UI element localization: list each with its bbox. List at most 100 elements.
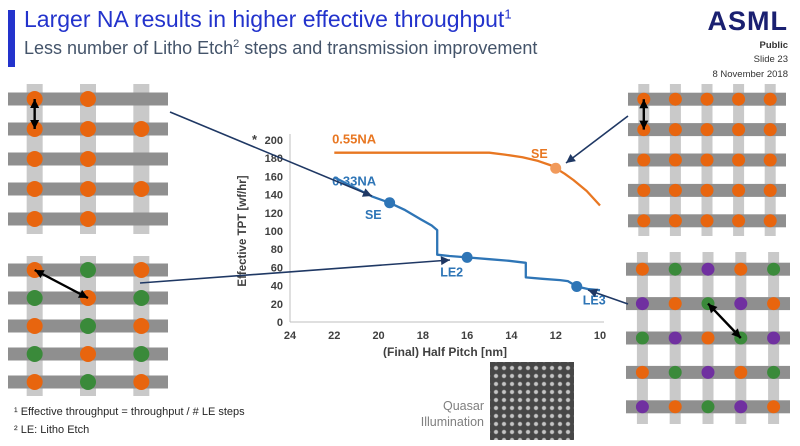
contact-dot — [637, 214, 651, 228]
contact-dot — [26, 346, 43, 362]
contact-dot — [26, 211, 43, 227]
contact-dot — [732, 123, 746, 137]
classification-label: Public — [759, 40, 788, 51]
contact-dot — [734, 400, 748, 414]
pattern-grid-bottom-right — [626, 252, 790, 424]
series-label-0.33NA: 0.33NA — [332, 174, 377, 189]
contact-dot — [701, 365, 715, 379]
x-axis-title: (Final) Half Pitch [nm] — [383, 345, 507, 358]
y-tick-label: 140 — [265, 190, 283, 202]
y-tick-label: 100 — [265, 226, 283, 238]
arrowhead — [639, 120, 649, 130]
contact-dot — [637, 153, 651, 167]
contact-dot — [668, 92, 682, 106]
pattern-grid-bottom-left — [8, 256, 168, 396]
x-tick-label: 16 — [461, 330, 473, 342]
contact-dot — [668, 262, 682, 276]
contact-dot — [732, 153, 746, 167]
marker-SE — [384, 197, 396, 209]
marker-label-SE: SE — [365, 208, 382, 222]
contact-dot — [763, 92, 777, 106]
y-tick-label: 40 — [271, 281, 283, 293]
contact-dot — [668, 153, 682, 167]
contact-dot — [668, 365, 682, 379]
footnotes: ¹ Effective throughput = throughput / # … — [14, 404, 245, 439]
contact-dot — [637, 123, 651, 137]
contact-dot — [767, 262, 781, 276]
quasar-illumination-label: Quasar Illumination — [356, 398, 484, 431]
contact-dot — [767, 297, 781, 311]
asml-logo: ASML — [707, 6, 788, 36]
page-subtitle: Less number of Litho Etch2 steps and tra… — [24, 38, 537, 59]
contact-dot — [80, 346, 96, 362]
contact-dot — [700, 153, 714, 167]
arrowhead — [639, 99, 649, 109]
quasar-label-line1: Quasar — [443, 399, 484, 413]
contact-dot — [635, 400, 649, 414]
contact-dot — [26, 290, 43, 306]
contact-dot — [734, 297, 748, 311]
slide-date: 8 November 2018 — [712, 68, 788, 80]
contact-dot — [668, 297, 682, 311]
contact-dot — [80, 91, 96, 107]
x-tick-label: 18 — [417, 330, 429, 342]
throughput-chart: 0 20 40 60 80 100 120 140 160 180 200 24 22 20 18 16 14 1… — [237, 132, 606, 358]
contact-dot — [732, 183, 746, 197]
page-subtitle-superscript: 2 — [233, 37, 240, 50]
x-tick-label: 10 — [594, 330, 606, 342]
page-subtitle-text: Less number of Litho Etch — [24, 37, 234, 58]
y-tick-label: 180 — [265, 153, 283, 165]
x-tick-label: 20 — [372, 330, 384, 342]
contact-dot — [668, 331, 682, 345]
arrowhead — [708, 303, 718, 314]
marker-label-SE: SE — [531, 147, 548, 161]
contact-dot — [767, 365, 781, 379]
contact-dot — [133, 181, 150, 197]
contact-dot — [700, 183, 714, 197]
contact-dot — [26, 374, 43, 390]
contact-dot — [763, 153, 777, 167]
contact-dot — [763, 214, 777, 228]
y-tick-label: 80 — [271, 244, 283, 256]
arrowhead — [77, 289, 88, 298]
contact-dot — [637, 183, 651, 197]
title-accent-bar — [8, 10, 15, 67]
x-tick-label: 14 — [505, 330, 518, 342]
y-tick-label: 120 — [265, 208, 283, 220]
y-axis-title: Effective TPT [wf/hr] — [237, 175, 249, 286]
footnote-litho-etch: ² LE: Litho Etch — [14, 423, 90, 436]
contact-dot — [734, 262, 748, 276]
contact-dot — [701, 262, 715, 276]
contact-dot — [80, 151, 96, 167]
asml-logo-block: ASML Public Slide 23 8 November 2018 — [708, 8, 789, 82]
contact-dot — [701, 331, 715, 345]
contact-dot — [637, 92, 651, 106]
contact-dot — [133, 262, 150, 278]
contact-dot — [80, 181, 96, 197]
arrowhead — [30, 99, 40, 108]
y-tick-label: 20 — [271, 299, 283, 311]
footnote-effective-throughput: ¹ Effective throughput = throughput / # … — [14, 406, 245, 418]
contact-dot — [635, 297, 649, 311]
page-title: Larger NA results in higher effective th… — [24, 6, 537, 34]
x-tick-label: 24 — [284, 330, 297, 342]
contact-dot — [732, 214, 746, 228]
contact-dot — [668, 183, 682, 197]
page-title-text: Larger NA results in higher effective th… — [24, 6, 505, 32]
y-tick-label: 0 — [277, 317, 283, 329]
marker-label-LE2: LE2 — [440, 265, 463, 279]
marker-LE2 — [461, 251, 473, 263]
contact-dot — [700, 123, 714, 137]
contact-dot — [635, 262, 649, 276]
contact-dot — [668, 214, 682, 228]
contact-dot — [80, 211, 96, 227]
contact-dot — [763, 123, 777, 137]
arrowhead — [731, 328, 741, 338]
arrowhead — [30, 120, 40, 129]
contact-dot — [732, 92, 746, 106]
y-tick-label: 160 — [265, 171, 283, 183]
contact-dot — [80, 121, 96, 137]
contact-dot — [635, 331, 649, 345]
contact-dot — [701, 400, 715, 414]
